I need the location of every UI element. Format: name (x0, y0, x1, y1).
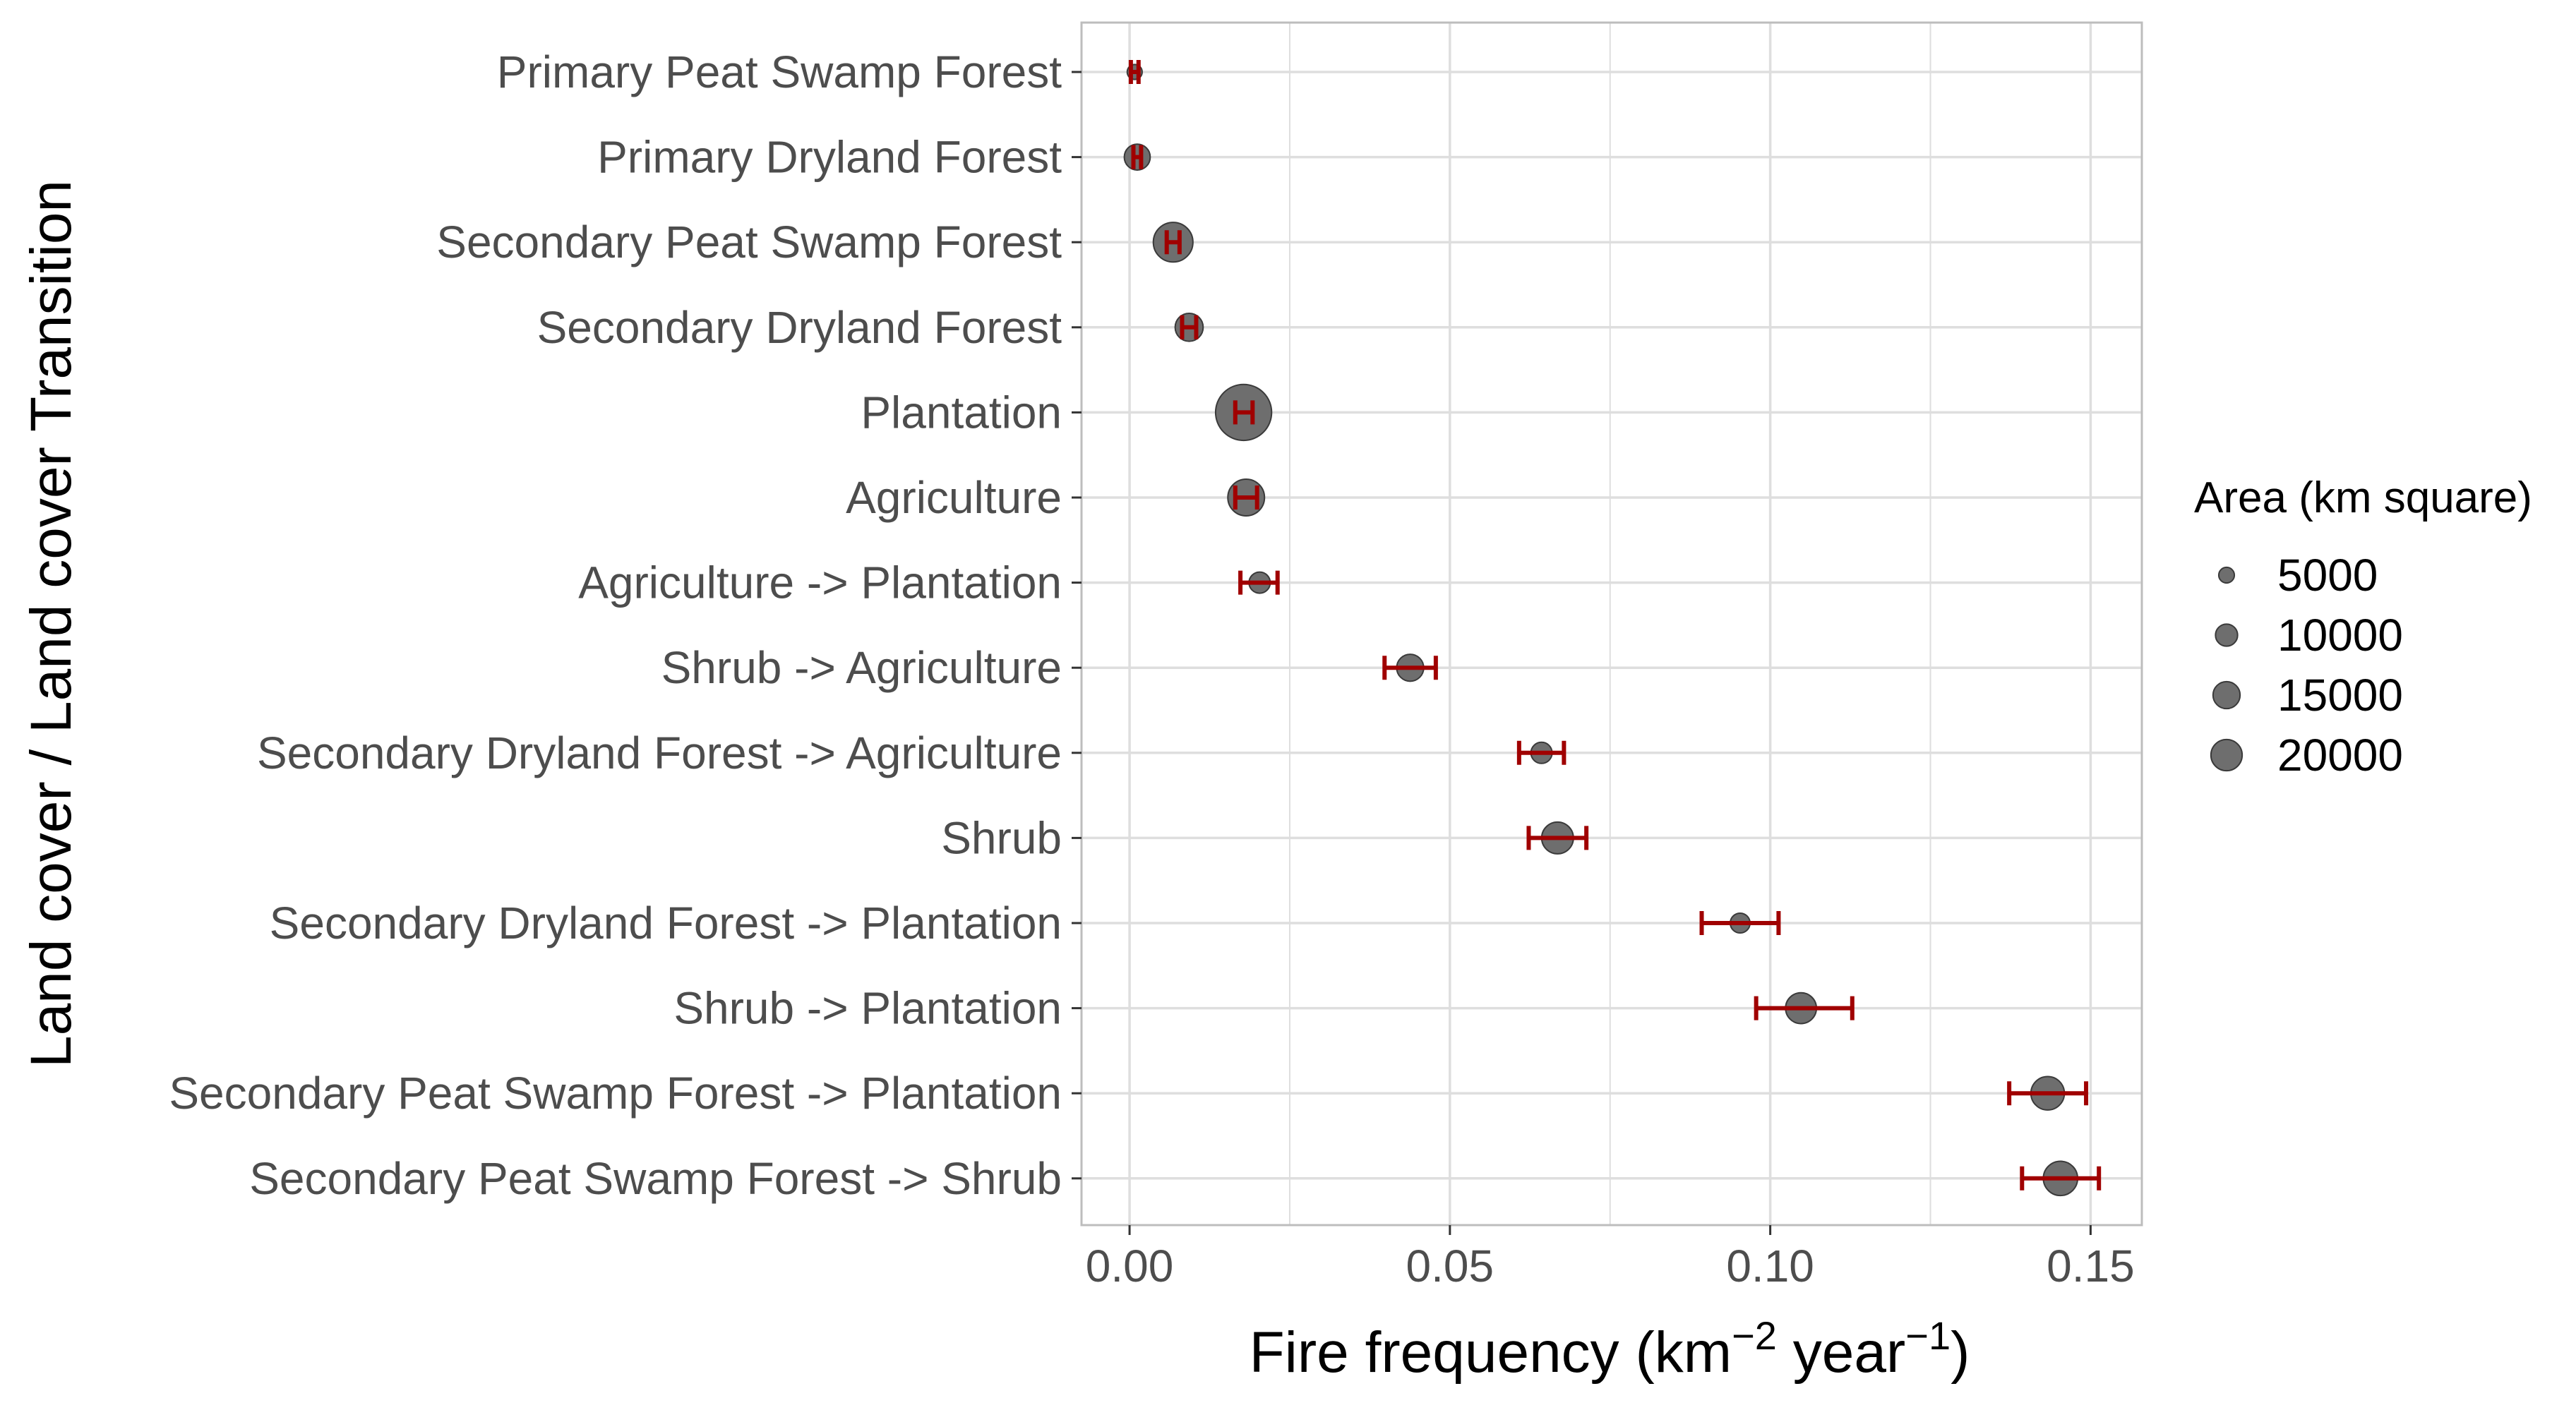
y-tick-label: Secondary Dryland Forest -> Plantation (270, 898, 1062, 948)
x-tick-label: 0.05 (1406, 1241, 1494, 1291)
x-tick-labels: 0.00 0.05 0.10 0.15 (1086, 1225, 2135, 1291)
y-tick-label: Agriculture -> Plantation (578, 558, 1062, 608)
error-bar (1526, 826, 1589, 850)
legend-label: 10000 (2277, 610, 2403, 661)
error-bar (1128, 60, 1141, 84)
x-tick-label: 0.15 (2047, 1241, 2135, 1291)
x-axis-title-sup2: −1 (1905, 1313, 1951, 1358)
x-axis-title-end: ) (1951, 1320, 1970, 1385)
legend-title: Area (km square) (2194, 474, 2532, 522)
y-axis-title: Land cover / Land cover Transition (19, 180, 83, 1068)
legend-items: 5000 10000 15000 20000 (2210, 550, 2403, 781)
y-tick-label: Primary Dryland Forest (597, 132, 1062, 183)
error-bar (1180, 315, 1199, 339)
x-axis-title-mid: year (1777, 1320, 1905, 1385)
error-bar (1233, 486, 1259, 510)
y-tick-label: Secondary Peat Swamp Forest (436, 217, 1062, 267)
error-bar (1238, 570, 1280, 595)
error-bar (1164, 230, 1182, 255)
x-tick-label: 0.10 (1726, 1241, 1814, 1291)
x-axis-title-sup1: −2 (1732, 1313, 1777, 1358)
legend-label: 20000 (2277, 730, 2403, 781)
error-bar (1131, 145, 1144, 169)
legend-key-circle (2210, 738, 2243, 772)
legend-label: 15000 (2277, 670, 2403, 721)
y-tick-label: Plantation (861, 387, 1062, 438)
legend: Area (km square) 5000 10000 15000 20000 (2194, 474, 2532, 781)
legend-label: 5000 (2277, 550, 2378, 601)
y-tick-label: Shrub -> Plantation (673, 983, 1062, 1034)
error-bar (1233, 400, 1255, 425)
legend-key-circle (2215, 623, 2239, 647)
x-axis-title-main: Fire frequency (km (1250, 1320, 1732, 1385)
y-tick-label: Shrub -> Agriculture (661, 642, 1062, 693)
y-tick-label: Secondary Peat Swamp Forest -> Shrub (249, 1153, 1062, 1204)
legend-key-circle (2217, 566, 2236, 584)
error-bar (2007, 1081, 2089, 1106)
x-tick-label: 0.00 (1086, 1241, 1174, 1291)
error-bar (1754, 996, 1855, 1020)
panel-border (1080, 21, 2143, 1227)
error-bar (2020, 1166, 2102, 1191)
error-bar (1699, 911, 1781, 935)
error-bar (1382, 656, 1438, 680)
y-tick-label: Secondary Dryland Forest -> Agriculture (257, 728, 1062, 778)
y-tick-label: Primary Peat Swamp Forest (497, 47, 1062, 97)
y-tick-labels: Primary Peat Swamp Forest Primary Dryland… (169, 47, 1082, 1204)
y-tick-label: Agriculture (846, 472, 1062, 523)
y-tick-label: Secondary Peat Swamp Forest -> Plantatio… (169, 1068, 1062, 1119)
y-tick-label: Shrub (941, 812, 1062, 863)
legend-key-circle (2212, 680, 2241, 710)
grid-layer (1082, 23, 2142, 1225)
error-bars (1128, 60, 2102, 1191)
error-bar (1516, 740, 1566, 765)
y-tick-label: Secondary Dryland Forest (537, 302, 1062, 353)
x-axis-title: Fire frequency (km−2 year−1) (1250, 1313, 1970, 1385)
